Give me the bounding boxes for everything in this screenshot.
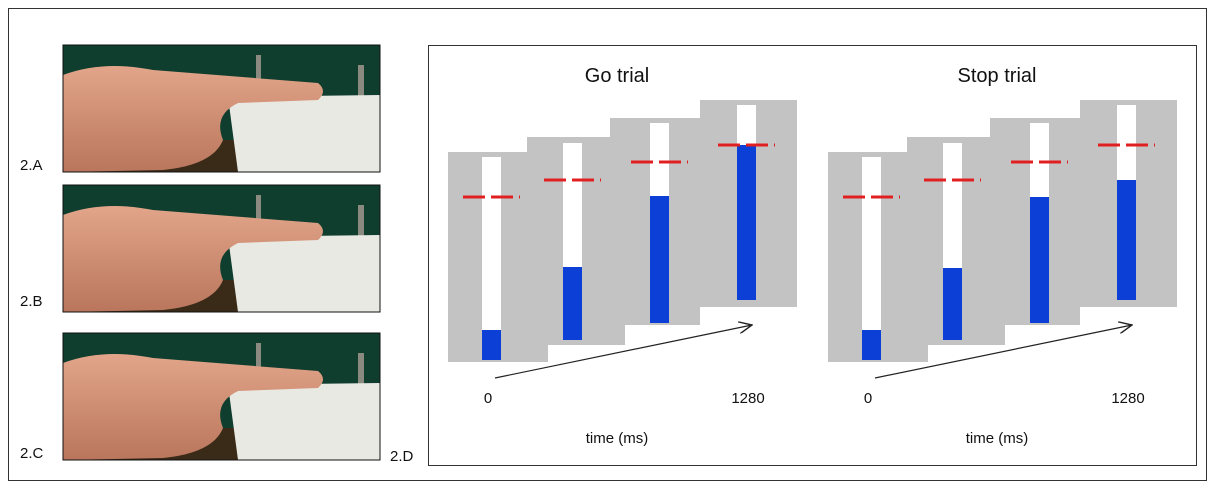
panel-label: 2.B: [20, 293, 43, 310]
bar-fill: [482, 330, 501, 360]
axis-label: time (ms): [966, 430, 1029, 447]
photo-border: [62, 44, 381, 173]
bar-fill: [943, 268, 962, 340]
outer-border: [8, 8, 1207, 481]
time-start: 0: [484, 390, 492, 407]
time-end: 1280: [1111, 390, 1144, 407]
trial-title: Stop trial: [958, 65, 1037, 87]
panel-label: 2.A: [20, 157, 43, 174]
photo-border: [62, 184, 381, 313]
bar-fill: [862, 330, 881, 360]
photo-border: [62, 332, 381, 461]
bar-fill: [1117, 180, 1136, 300]
photo-b: [63, 185, 380, 312]
photo-a: [63, 45, 380, 172]
bar-fill: [563, 267, 582, 340]
photo-c: [63, 333, 380, 460]
panel-label: 2.D: [390, 448, 414, 465]
time-start: 0: [864, 390, 872, 407]
time-end: 1280: [731, 390, 764, 407]
bar-fill: [737, 145, 756, 300]
bar-track: [862, 157, 881, 360]
bar-fill: [650, 196, 669, 323]
time-arrow: [494, 325, 752, 379]
panel-d-border: [428, 45, 1197, 466]
panel-label: 2.C: [20, 445, 44, 462]
trial-title: Go trial: [585, 65, 649, 87]
bar-track: [482, 157, 501, 360]
trials: Go trial 0 1280 time (ms) Stop trial 0 1280 tim…: [448, 65, 1177, 447]
axis-label: time (ms): [586, 430, 649, 447]
bar-fill: [1030, 197, 1049, 323]
time-arrow: [874, 325, 1132, 379]
